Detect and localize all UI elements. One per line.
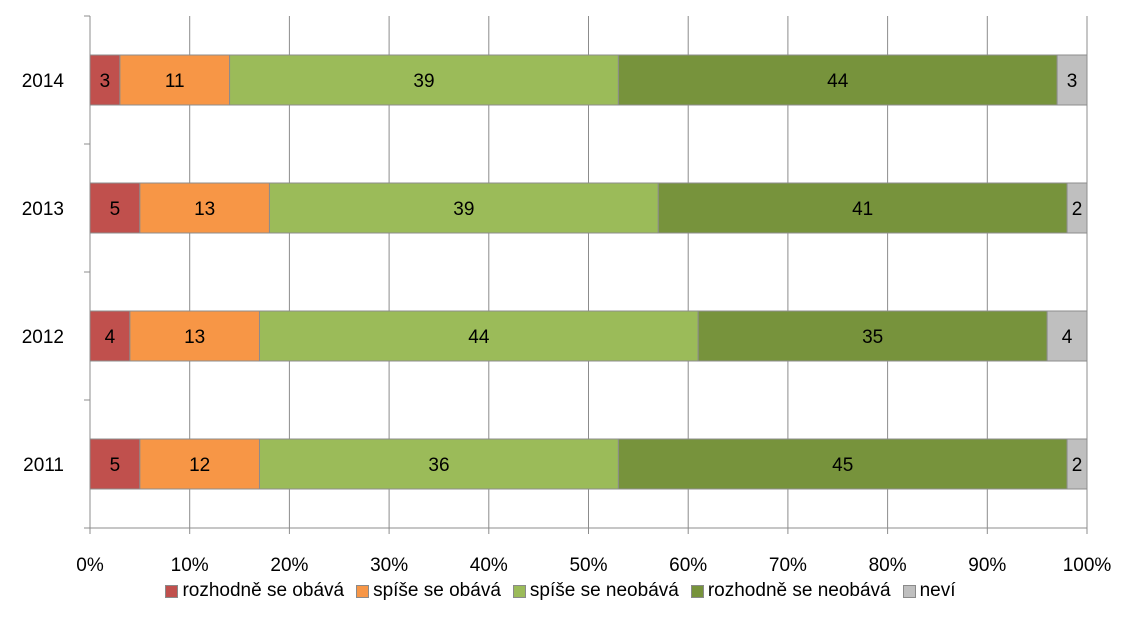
data-label: 2 bbox=[1072, 199, 1083, 220]
bar-segment bbox=[1056, 54, 1088, 106]
bars bbox=[89, 54, 1088, 490]
data-label: 4 bbox=[1062, 327, 1073, 348]
legend-label: rozhodně se neobává bbox=[707, 580, 891, 601]
bar-segment bbox=[657, 182, 1068, 234]
bar-segment bbox=[139, 438, 260, 490]
labels: 0% 10% 20% 30% 40% 50% 60% 70% 80% 90% 100%3 11 39 44… bbox=[22, 71, 1112, 575]
axes bbox=[84, 15, 1088, 534]
y-tick-label: 2014 bbox=[22, 71, 65, 92]
legend-label: spíše se obává bbox=[373, 580, 501, 601]
bar-segment bbox=[268, 182, 659, 234]
data-label: 45 bbox=[832, 455, 853, 476]
bar-segment bbox=[89, 310, 131, 362]
data-label: 5 bbox=[110, 199, 121, 220]
data-label: 3 bbox=[1067, 71, 1078, 92]
x-tick-label: 70% bbox=[769, 555, 807, 575]
data-label: 44 bbox=[827, 71, 849, 92]
data-label: 41 bbox=[852, 199, 873, 220]
bar-segment bbox=[617, 54, 1058, 106]
legend-swatch bbox=[165, 584, 179, 598]
bar-segment bbox=[617, 438, 1068, 490]
data-label: 36 bbox=[428, 455, 449, 476]
data-label: 35 bbox=[862, 327, 883, 348]
data-label: 11 bbox=[165, 71, 185, 92]
bar-segment bbox=[1066, 182, 1088, 234]
data-label: 3 bbox=[100, 71, 111, 92]
bar-segment bbox=[697, 310, 1048, 362]
x-tick-label: 100% bbox=[1063, 555, 1112, 575]
legend-item: rozhodně se obává bbox=[165, 580, 344, 602]
y-tick-label: 2011 bbox=[23, 455, 64, 476]
x-tick-label: 0% bbox=[76, 555, 104, 575]
data-label: 39 bbox=[453, 199, 474, 220]
bar-segment bbox=[1066, 438, 1088, 490]
legend-item: neví bbox=[902, 580, 956, 602]
data-label: 44 bbox=[468, 327, 490, 348]
y-tick-label: 2013 bbox=[22, 199, 64, 220]
legend-swatch bbox=[356, 584, 370, 598]
x-tick-label: 20% bbox=[270, 555, 308, 575]
x-tick-label: 10% bbox=[171, 555, 209, 575]
legend-swatch bbox=[690, 584, 704, 598]
x-tick-label: 50% bbox=[569, 555, 607, 575]
x-tick-label: 80% bbox=[869, 555, 907, 575]
legend-label: rozhodně se obává bbox=[182, 580, 345, 601]
legend-item: spíše se obává bbox=[356, 580, 501, 602]
y-tick-label: 2012 bbox=[22, 327, 64, 348]
legend-item: rozhodně se neobává bbox=[690, 580, 891, 602]
legend-swatch bbox=[512, 584, 526, 598]
data-label: 12 bbox=[189, 455, 210, 476]
x-tick-label: 60% bbox=[669, 555, 707, 575]
bar-segment bbox=[129, 310, 260, 362]
x-tick-label: 30% bbox=[370, 555, 408, 575]
data-label: 2 bbox=[1072, 455, 1083, 476]
bar-segment bbox=[229, 54, 619, 106]
legend: rozhodně se obává spíše se obává spíše se … bbox=[0, 580, 1121, 602]
legend-swatch bbox=[902, 584, 916, 598]
data-label: 13 bbox=[194, 199, 215, 220]
legend-item: spíše se neobává bbox=[512, 580, 679, 602]
stacked-bar-chart: 0% 10% 20% 30% 40% 50% 60% 70% 80% 90% 100%3 11 39 44… bbox=[22, 15, 1112, 575]
bar-segment bbox=[119, 54, 231, 106]
bar-segment bbox=[139, 182, 270, 234]
bar-segment bbox=[258, 310, 699, 362]
legend-label: spíše se neobává bbox=[529, 580, 679, 601]
x-tick-label: 90% bbox=[968, 555, 1006, 575]
data-label: 4 bbox=[105, 327, 116, 348]
data-label: 5 bbox=[110, 455, 121, 476]
bar-segment bbox=[1046, 310, 1088, 362]
data-label: 13 bbox=[184, 327, 205, 348]
x-tick-label: 40% bbox=[470, 555, 508, 575]
legend-label: neví bbox=[919, 580, 956, 601]
data-label: 39 bbox=[413, 71, 434, 92]
bar-segment bbox=[258, 438, 619, 490]
